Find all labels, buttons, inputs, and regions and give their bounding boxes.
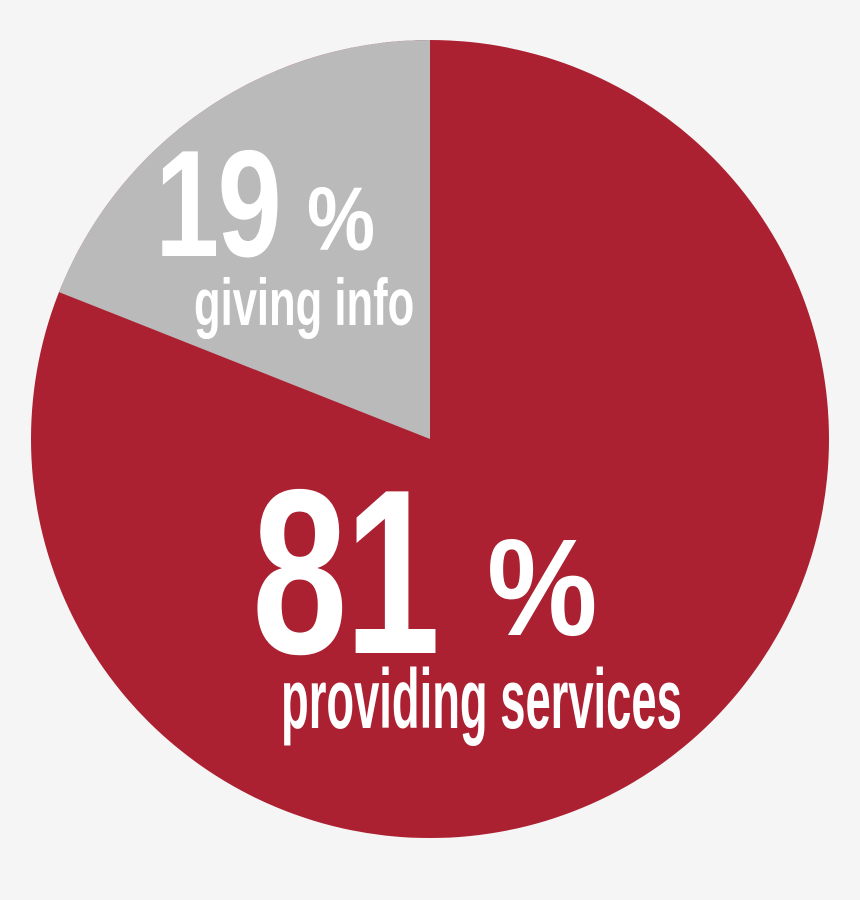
slice-19-value: 19 <box>155 119 282 289</box>
slice-81-percent-sign: % <box>487 511 598 665</box>
slice-19-label: giving info <box>194 265 415 339</box>
slice-81-label: providing services <box>281 652 682 746</box>
slice-19-percent-sign: % <box>307 170 376 270</box>
slice-giving-info <box>59 39 430 439</box>
slice-81-value: 81 <box>252 440 440 703</box>
